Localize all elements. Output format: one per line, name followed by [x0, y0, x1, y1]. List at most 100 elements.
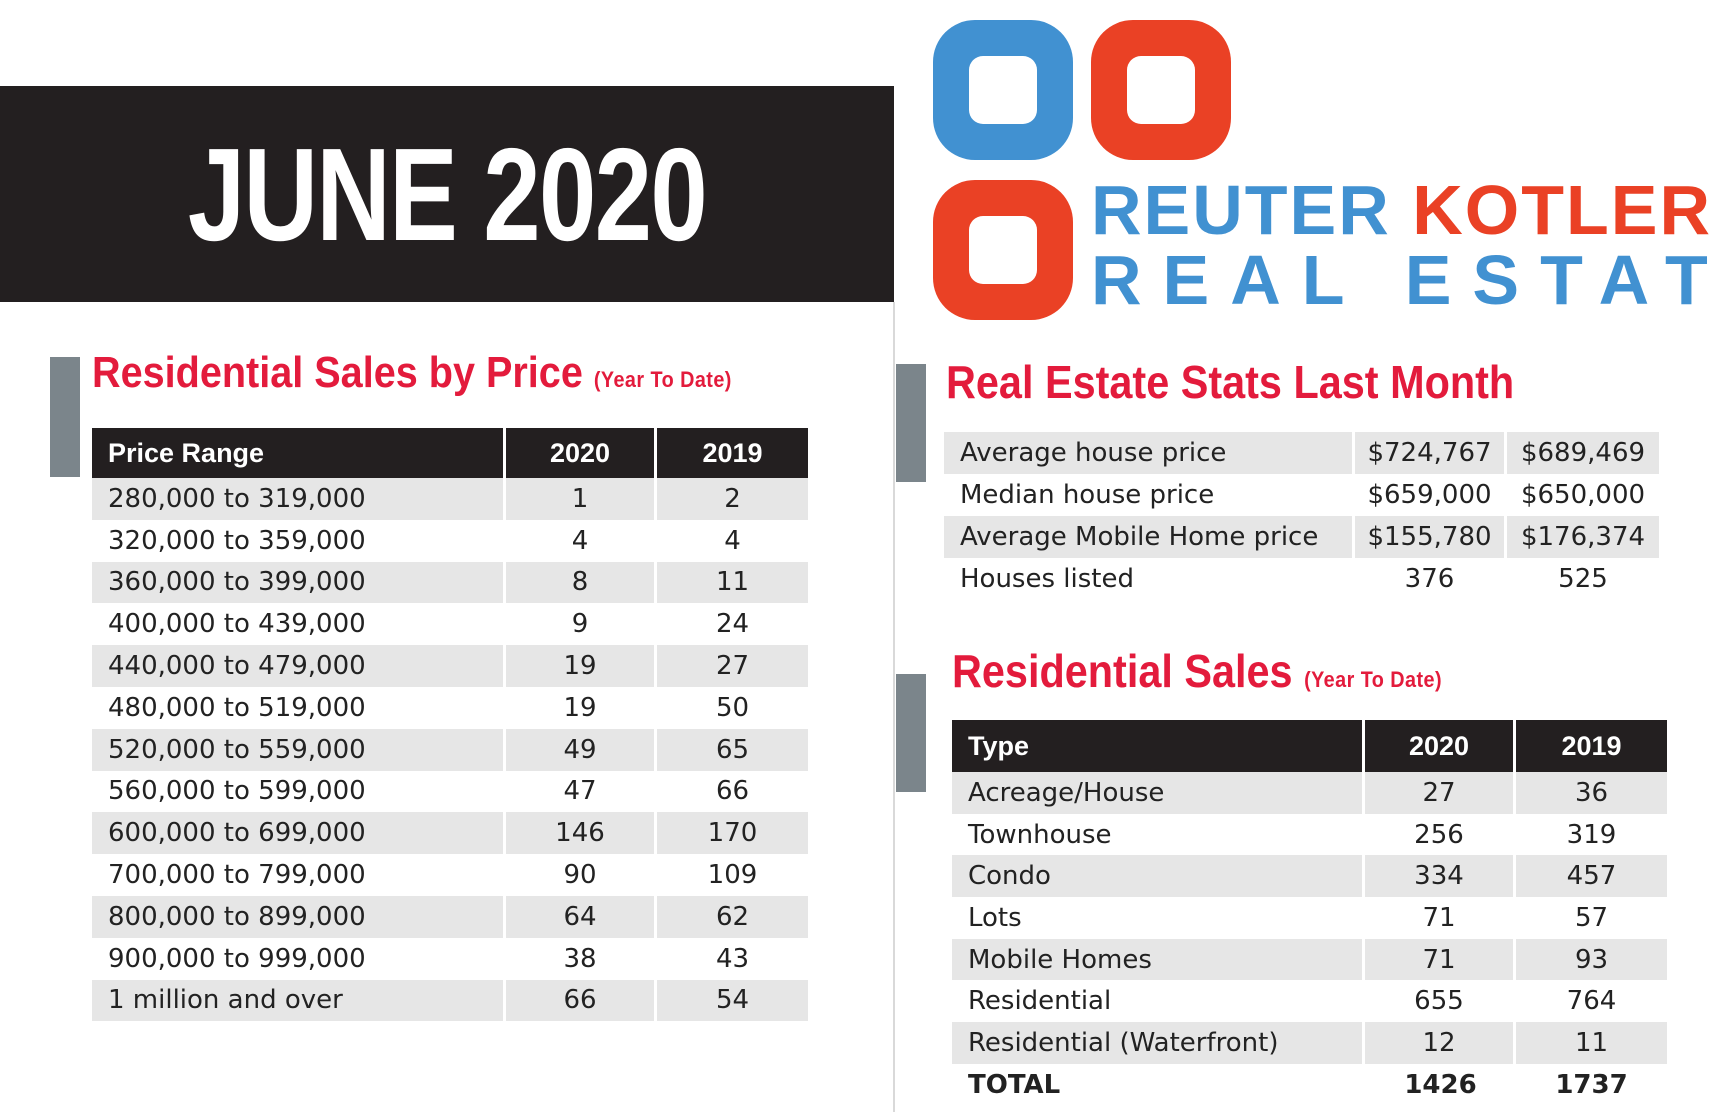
stats-table: Average house price $724,767 $689,469 Media… — [944, 432, 1659, 600]
row-label: 320,000 to 359,000 — [92, 519, 506, 562]
cell-value: 71 — [1365, 897, 1516, 939]
cell-value: 109 — [707, 860, 758, 891]
column-header: Type — [952, 720, 1365, 772]
cell-value: 8 — [506, 561, 657, 604]
row-label: 520,000 to 559,000 — [92, 728, 506, 771]
logo-line-2: REAL ESTATE — [1091, 241, 1716, 319]
row-label: Lots — [952, 897, 1365, 939]
cell-value: $155,780 — [1355, 516, 1507, 558]
cell-value: 334 — [1365, 855, 1516, 898]
column-header: 2020 — [1365, 720, 1516, 772]
cell-value: 11 — [657, 561, 808, 604]
cell-value: 256 — [1365, 813, 1516, 856]
price-section-title: Residential Sales by Price — [92, 348, 583, 397]
total-row: TOTAL 1426 1737 — [952, 1064, 1667, 1106]
table-row: 800,000 to 899,000 64 62 — [92, 895, 808, 938]
row-label: Median house price — [944, 474, 1355, 516]
cell-value: 4 — [506, 519, 657, 562]
cell-value: 376 — [1355, 558, 1507, 600]
cell-value: 2 — [657, 478, 808, 520]
row-label: Mobile Homes — [952, 938, 1365, 981]
cell-value: 66 — [715, 776, 750, 807]
cell-value: 170 — [657, 812, 808, 855]
row-label: 480,000 to 519,000 — [92, 686, 506, 729]
cell-value: 457 — [1516, 855, 1667, 898]
logo-line-1: REUTER KOTLER — [1091, 170, 1712, 250]
type-section-heading: Residential Sales (Year To Date) — [952, 644, 1442, 698]
cell-value: 54 — [657, 979, 808, 1022]
cell-value: 36 — [1516, 772, 1667, 814]
cell-value: 12 — [1365, 1022, 1516, 1064]
table-row: Houses listed 376 525 — [944, 558, 1659, 600]
table-row: 400,000 to 439,000 9 24 — [92, 603, 808, 646]
cell-value: 66 — [506, 979, 657, 1022]
total-value: 1426 — [1404, 1069, 1477, 1100]
cell-value: 24 — [715, 609, 750, 640]
table-row: Median house price $659,000 $650,000 — [944, 474, 1659, 516]
cell-value: 64 — [506, 895, 657, 938]
row-label: 280,000 to 319,000 — [92, 478, 506, 520]
cell-value: 47 — [506, 770, 657, 813]
logo-word-kotler: KOTLER — [1412, 171, 1713, 249]
cell-value: 93 — [1516, 938, 1667, 981]
type-section-title: Residential Sales — [952, 645, 1293, 697]
column-header: 2020 — [506, 428, 657, 478]
page-title: JUNE 2020 — [187, 120, 708, 268]
cell-value: 50 — [715, 692, 750, 723]
cell-value: 38 — [506, 937, 657, 980]
table-row: 560,000 to 599,000 47 66 — [92, 770, 808, 813]
cell-value: 57 — [1574, 902, 1609, 933]
sales-by-type-table: Type 2020 2019 Acreage/House 27 36 Townhous… — [952, 720, 1667, 1106]
table-row: Acreage/House 27 36 — [952, 772, 1667, 814]
total-label: TOTAL — [968, 1069, 1061, 1100]
row-label: Acreage/House — [952, 772, 1365, 814]
row-label: 600,000 to 699,000 — [92, 812, 506, 855]
table-row: Residential (Waterfront) 12 11 — [952, 1022, 1667, 1064]
table-row: 1 million and over 66 54 — [92, 979, 808, 1022]
row-label: 560,000 to 599,000 — [92, 770, 506, 813]
row-label: 1 million and over — [92, 979, 506, 1022]
table-row: 600,000 to 699,000 146 170 — [92, 812, 808, 855]
table-row: 360,000 to 399,000 8 11 — [92, 561, 808, 604]
cell-value: 146 — [506, 812, 657, 855]
price-section-subtitle: (Year To Date) — [593, 367, 732, 392]
column-header: 2019 — [1516, 720, 1667, 772]
cell-value: 27 — [657, 645, 808, 687]
row-label: Townhouse — [952, 813, 1365, 856]
cell-value: 90 — [506, 854, 657, 896]
column-divider — [893, 302, 895, 1112]
cell-value: 65 — [657, 728, 808, 771]
table-row: Lots 71 57 — [952, 897, 1667, 939]
logo-shape-red-bottom — [933, 180, 1073, 320]
row-label: Average house price — [944, 432, 1355, 474]
logo-shape-red-top — [1091, 20, 1231, 160]
table-row: 440,000 to 479,000 19 27 — [92, 645, 808, 687]
table-row: Condo 334 457 — [952, 855, 1667, 898]
cell-value: 27 — [1365, 772, 1516, 814]
section-accent-bar — [896, 364, 926, 482]
table-row: Average Mobile Home price $155,780 $176,37… — [944, 516, 1659, 558]
section-accent-bar — [896, 674, 926, 792]
row-label: 900,000 to 999,000 — [92, 937, 506, 980]
cell-value: 49 — [506, 728, 657, 771]
row-label: Average Mobile Home price — [944, 516, 1355, 558]
price-section-heading: Residential Sales by Price (Year To Date… — [92, 348, 732, 398]
cell-value: $724,767 — [1355, 432, 1507, 474]
cell-value: 655 — [1365, 980, 1516, 1023]
cell-value: 764 — [1566, 986, 1617, 1017]
row-label: 700,000 to 799,000 — [92, 854, 506, 896]
cell-value: 319 — [1566, 819, 1617, 850]
type-section-subtitle: (Year To Date) — [1304, 667, 1443, 692]
table-row: 520,000 to 559,000 49 65 — [92, 728, 808, 771]
cell-value: 1 — [506, 478, 657, 520]
table-row: 700,000 to 799,000 90 109 — [92, 854, 808, 896]
cell-value: 19 — [506, 686, 657, 729]
table-row: 900,000 to 999,000 38 43 — [92, 937, 808, 980]
total-value: 1737 — [1555, 1069, 1628, 1100]
table-row: Mobile Homes 71 93 — [952, 938, 1667, 981]
row-label: Condo — [952, 855, 1365, 898]
row-label: 400,000 to 439,000 — [92, 603, 506, 646]
row-label: Residential — [952, 980, 1365, 1023]
cell-value: 71 — [1365, 938, 1516, 981]
stats-section-title: Real Estate Stats Last Month — [946, 356, 1515, 408]
